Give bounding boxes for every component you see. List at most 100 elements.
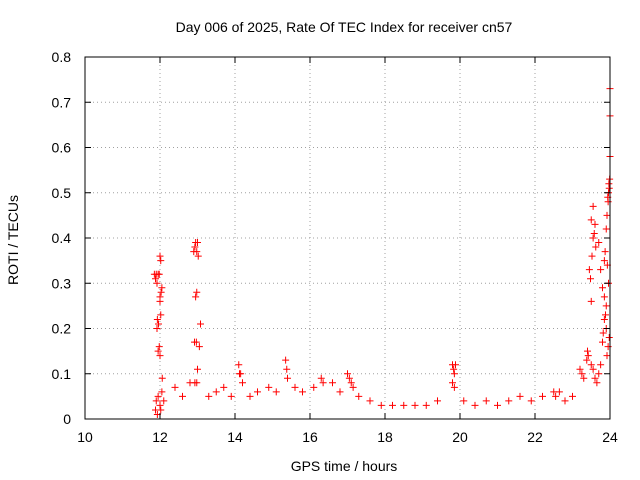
data-point [604, 343, 612, 351]
data-point [157, 311, 165, 319]
data-point [366, 397, 374, 405]
data-point [460, 397, 468, 405]
data-point [599, 284, 606, 292]
data-point [597, 266, 605, 274]
data-point [595, 370, 603, 378]
data-point [186, 379, 194, 387]
data-point [600, 315, 608, 323]
data-point [599, 338, 606, 346]
data-point [601, 248, 609, 256]
data-point [283, 365, 291, 373]
data-point [153, 315, 161, 323]
data-point [158, 374, 166, 382]
data-point [158, 284, 166, 292]
x-tick-label: 20 [452, 429, 468, 445]
data-point [450, 383, 458, 391]
data-point [194, 239, 201, 247]
data-point [194, 365, 201, 373]
y-tick-label: 0.6 [52, 140, 72, 156]
data-point [153, 325, 161, 332]
data-point [452, 361, 459, 369]
y-tick-label: 0.5 [52, 185, 72, 201]
data-point [400, 401, 408, 409]
plot-frame [84, 56, 611, 420]
data-point [158, 388, 166, 396]
data-point [347, 379, 355, 387]
data-point [205, 392, 213, 400]
data-point [153, 279, 161, 287]
data-point [539, 392, 546, 400]
x-axis-label: GPS time / hours [291, 458, 398, 474]
data-point [349, 383, 357, 391]
y-tick-label: 0.7 [52, 94, 72, 110]
data-point [319, 379, 327, 387]
data-point [450, 370, 458, 378]
y-axis-label: ROTI / TECUs [5, 195, 21, 285]
data-point [555, 388, 563, 396]
y-tick-labels: 0 0.1 0.2 0.3 0.4 0.5 0.6 0.7 0.8 [52, 49, 72, 427]
data-point [193, 248, 201, 256]
data-point [317, 374, 325, 382]
data-point [160, 397, 168, 405]
y-tick-label: 0.2 [52, 321, 72, 337]
data-point [593, 379, 601, 387]
data-point [156, 252, 164, 260]
y-tick-label: 0.3 [52, 275, 72, 291]
data-point [272, 388, 280, 396]
x-tick-label: 10 [77, 429, 93, 445]
data-point [589, 202, 597, 210]
data-point [284, 374, 291, 382]
data-point [195, 343, 203, 351]
data-point [584, 352, 592, 360]
data-point [193, 379, 201, 387]
data-point [597, 361, 605, 369]
x-tick-label: 14 [227, 429, 243, 445]
data-point [422, 401, 430, 409]
data-point [237, 370, 245, 378]
data-point [193, 288, 201, 296]
data-point [576, 365, 584, 373]
data-point [239, 379, 246, 387]
data-point [527, 397, 535, 405]
data-point [602, 311, 609, 319]
data-point [552, 392, 560, 400]
data-point [587, 297, 595, 305]
data-point [212, 388, 220, 396]
data-point [578, 370, 586, 378]
x-tick-label: 22 [527, 429, 543, 445]
x-tick-label: 16 [302, 429, 318, 445]
data-point [516, 392, 524, 400]
data-point [595, 239, 603, 247]
data-point [602, 225, 610, 233]
data-point [155, 343, 163, 351]
data-point [588, 252, 596, 260]
data-point [590, 229, 598, 237]
data-point [227, 392, 235, 400]
data-point [329, 379, 336, 387]
data-point [561, 397, 569, 405]
data-point [505, 397, 513, 405]
chart-title: Day 006 of 2025, Rate Of TEC Index for r… [176, 19, 513, 35]
data-point [157, 288, 165, 296]
data-point [585, 266, 593, 274]
data-point [345, 374, 353, 382]
data-point [179, 392, 186, 400]
data-point [344, 370, 351, 378]
data-point [282, 356, 290, 364]
data-point [156, 352, 164, 360]
data-point [192, 338, 200, 346]
data-point [589, 234, 597, 242]
axis-ticks [84, 56, 611, 420]
data-point [591, 220, 599, 228]
data-point [246, 392, 254, 400]
data-point [155, 320, 162, 328]
data-point [494, 401, 501, 409]
data-point [591, 374, 599, 382]
data-point [569, 392, 576, 400]
data-point [265, 383, 273, 391]
data-point [411, 401, 419, 409]
data-point [155, 270, 163, 278]
data-point [605, 334, 613, 342]
data-point [449, 379, 456, 387]
